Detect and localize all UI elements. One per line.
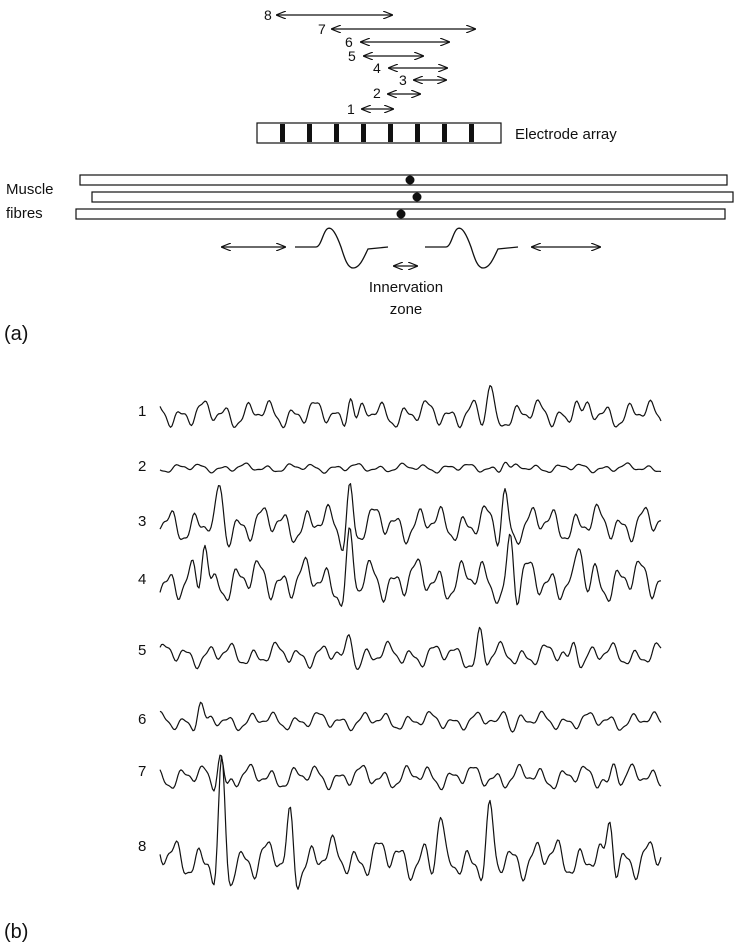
action-potential-right <box>425 227 519 269</box>
panel-b-label: (b) <box>4 921 28 943</box>
electrode-array-body <box>256 122 502 144</box>
electrode-array-label: Electrode array <box>515 126 617 143</box>
electrode <box>415 124 420 142</box>
emg-traces <box>159 385 662 890</box>
emg-trace-6 <box>159 701 662 733</box>
emg-trace-5 <box>159 626 662 670</box>
channel-label-8: 8 <box>138 838 146 855</box>
channel-label-2: 2 <box>138 458 146 475</box>
channel-label-1: 1 <box>138 403 146 420</box>
pair-5: 5 <box>348 48 423 64</box>
pair-1: 1 <box>347 101 393 117</box>
muscle-label: Muscle <box>6 181 54 198</box>
emg-trace-8 <box>159 755 662 890</box>
channel-labels: 1 2 3 4 5 6 7 8 <box>138 403 146 855</box>
pair-label-8: 8 <box>264 7 272 23</box>
pair-label-2: 2 <box>373 85 381 101</box>
electrode <box>361 124 366 142</box>
electrode <box>280 124 285 142</box>
zone-label: zone <box>390 301 423 318</box>
emg-trace-1 <box>159 385 662 429</box>
emg-trace-3 <box>159 483 662 551</box>
pair-7: 7 <box>318 21 475 37</box>
channel-label-6: 6 <box>138 711 146 728</box>
motor-endplate <box>405 175 415 185</box>
electrode <box>307 124 312 142</box>
propagation: Innervation zone <box>222 227 600 318</box>
channel-label-4: 4 <box>138 571 146 588</box>
panel-b: 1 2 3 4 5 6 7 8 (b) <box>4 385 662 943</box>
electrode <box>469 124 474 142</box>
emg-trace-7 <box>159 754 662 792</box>
muscle-fibres: Muscle fibres <box>6 174 734 222</box>
fibres-label: fibres <box>6 205 43 222</box>
channel-label-7: 7 <box>138 763 146 780</box>
pair-8: 8 <box>264 7 392 23</box>
innervation-label: Innervation <box>369 279 443 296</box>
pair-label-6: 6 <box>345 34 353 50</box>
electrode <box>388 124 393 142</box>
electrode <box>334 124 339 142</box>
pair-label-1: 1 <box>347 101 355 117</box>
electrode <box>442 124 447 142</box>
emg-trace-2 <box>159 461 662 474</box>
action-potential-left <box>295 227 389 269</box>
pair-label-5: 5 <box>348 48 356 64</box>
pair-label-3: 3 <box>399 72 407 88</box>
pair-6: 6 <box>345 34 449 50</box>
panel-a-label: (a) <box>4 323 28 345</box>
channel-label-3: 3 <box>138 513 146 530</box>
pair-2: 2 <box>373 85 420 101</box>
pair-4: 4 <box>373 60 447 76</box>
motor-endplate <box>412 192 422 202</box>
motor-endplate <box>396 209 406 219</box>
emg-trace-4 <box>159 527 662 607</box>
pair-label-7: 7 <box>318 21 326 37</box>
electrode-array: Electrode array <box>256 122 617 144</box>
pair-label-4: 4 <box>373 60 381 76</box>
panel-a: 8 7 6 5 4 3 2 1 <box>4 7 734 345</box>
muscle-fibre <box>79 174 728 186</box>
pair-3: 3 <box>399 72 446 88</box>
channel-label-5: 5 <box>138 642 146 659</box>
